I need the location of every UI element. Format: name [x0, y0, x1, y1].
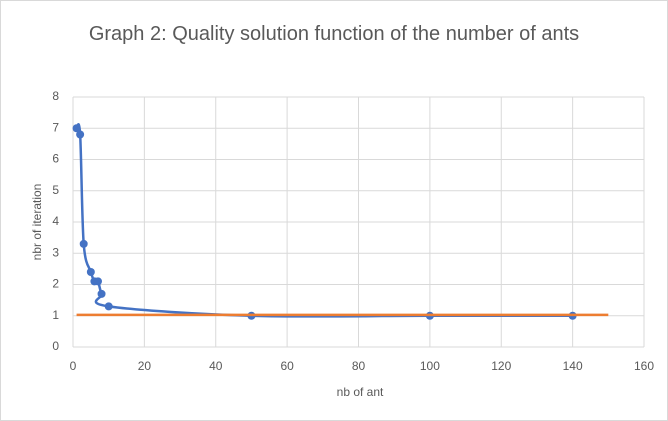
- data-point: [104, 302, 113, 311]
- x-tick-label: 140: [563, 359, 583, 373]
- y-tick-label: 1: [52, 308, 59, 322]
- x-tick-label: 60: [280, 359, 294, 373]
- x-tick-label: 40: [209, 359, 223, 373]
- x-tick-label: 160: [634, 359, 654, 373]
- x-tick-label: 120: [491, 359, 511, 373]
- data-point: [72, 124, 81, 133]
- y-tick-label: 0: [52, 339, 59, 353]
- y-tick-label: 7: [52, 120, 59, 134]
- x-tick-label: 80: [352, 359, 366, 373]
- chart-title: Graph 2: Quality solution function of th…: [88, 23, 580, 45]
- x-tick-label: 0: [70, 359, 77, 373]
- y-tick-label: 5: [52, 183, 59, 197]
- y-tick-label: 4: [52, 214, 59, 228]
- series-line: [75, 123, 573, 318]
- y-tick-label: 2: [52, 277, 59, 291]
- data-point: [76, 130, 85, 139]
- y-tick-label: 3: [52, 245, 59, 259]
- x-axis-label: nb of ant: [337, 385, 384, 399]
- y-axis-label: nbr of iteration: [30, 184, 44, 261]
- data-point: [97, 289, 106, 298]
- y-tick-label: 8: [52, 89, 59, 103]
- data-point: [79, 239, 88, 248]
- data-point: [86, 268, 95, 276]
- x-tick-label: 100: [420, 359, 440, 373]
- x-tick-label: 20: [138, 359, 152, 373]
- data-point: [93, 277, 102, 286]
- y-tick-label: 6: [52, 152, 59, 166]
